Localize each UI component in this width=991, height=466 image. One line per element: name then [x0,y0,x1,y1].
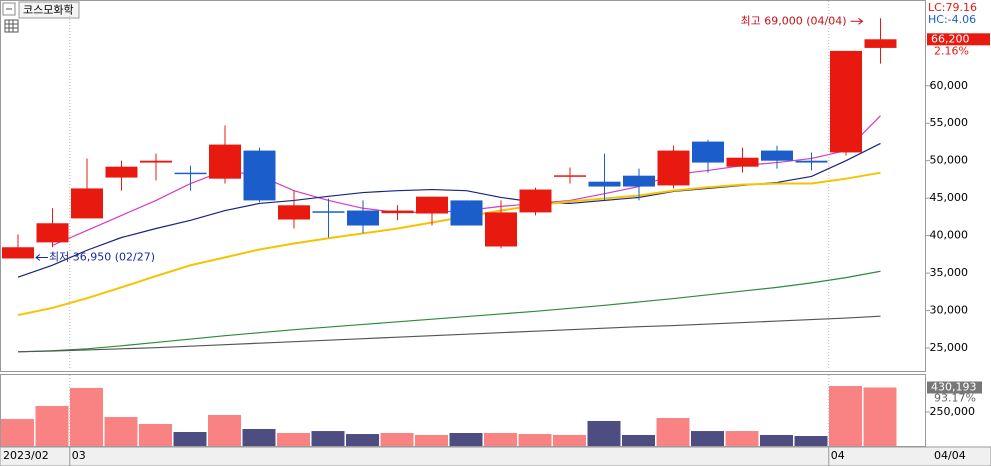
chart-title: 코스모화학 [23,4,74,17]
volume-bar [449,432,483,446]
candle-body [278,205,310,220]
volume-bar [415,434,448,446]
candle-body [588,181,621,187]
candle-body [692,141,724,163]
y-tick-label: 45,000 [930,191,969,204]
candle-body [140,160,172,163]
hc-label: HC:-4.06 [928,13,976,26]
table-icon[interactable] [4,19,19,33]
table-icon-grid [5,20,18,32]
volume-bar [311,431,345,446]
low-annotation: 최저 36,950 (02/27) [49,250,155,263]
candle-body [519,189,552,213]
high-annotation: 최고 69,000 (04/04) [740,14,846,27]
volume-bar [104,417,138,446]
y-tick-label: 50,000 [930,154,969,167]
price-label: 66,200 [931,32,970,45]
candle-body [381,210,414,214]
volume-bar [139,423,172,446]
moving-average-line [17,315,881,353]
volume-bar [794,436,828,446]
volume-bar [760,434,793,446]
y-tick-label: 25,000 [930,341,969,354]
volume-tick-label: 250,000 [930,405,976,418]
volume-bar [484,432,517,446]
x-tick-label: 04 [831,449,845,462]
volume-bar [691,431,724,446]
candle-body [71,188,103,219]
volume-bar [518,434,552,446]
candle-body [36,223,69,243]
candle-body [795,160,828,163]
volume-bar [35,406,69,446]
candle-body [726,157,759,167]
volume-label: 430,193 [931,380,977,393]
volume-bar [553,434,586,446]
price-label-box [927,33,990,46]
y-tick-label: 30,000 [930,304,969,317]
moving-average-line [17,270,881,353]
x-tick-label: 03 [72,449,86,462]
volume-bar [1,419,34,446]
lc-label: LC:79.16 [928,1,977,14]
volume-bar [208,414,241,446]
candle-body [485,212,517,247]
volume-bar [622,434,655,446]
candle-body [450,200,483,226]
candle-body [657,150,690,186]
volume-bar [173,431,207,446]
candle-body [105,166,138,178]
candle-body [623,175,655,187]
date-strip [0,446,991,466]
candle-body [864,39,897,48]
candle-body [312,211,345,213]
title-box[interactable] [18,1,80,19]
candle-body [347,210,379,226]
volume-bar [725,431,759,446]
current-date: 04/04 [934,449,966,462]
volume-bar [346,434,379,446]
y-tick-label: 35,000 [930,266,969,279]
candle-body [174,172,207,175]
candle-body [761,150,793,161]
volume-bar [242,428,276,446]
volume-bar [829,386,862,446]
candle-body [243,150,276,201]
volume-bar [863,387,897,446]
volume-bar [70,387,103,446]
volume-ratio: 93.17% [934,391,976,404]
candle-body [2,247,34,259]
candle-body [554,175,586,177]
volume-label-box [927,381,982,394]
change-label: 2.16% [934,44,969,57]
x-tick-label: 2023/02 [3,449,49,462]
price-panel [0,0,926,372]
y-tick-label: 60,000 [930,79,969,92]
volume-bar [587,420,621,446]
volume-bar [277,432,310,446]
candle-body [209,144,241,179]
high-arrow [850,17,864,25]
volume-bar [380,432,414,446]
moving-average-line [17,171,881,317]
candle-body [416,196,448,214]
y-tick-label: 40,000 [930,229,969,242]
candle-body [830,50,862,153]
volume-bar [656,417,690,446]
low-arrow [35,254,48,261]
y-tick-label: 55,000 [930,116,969,129]
